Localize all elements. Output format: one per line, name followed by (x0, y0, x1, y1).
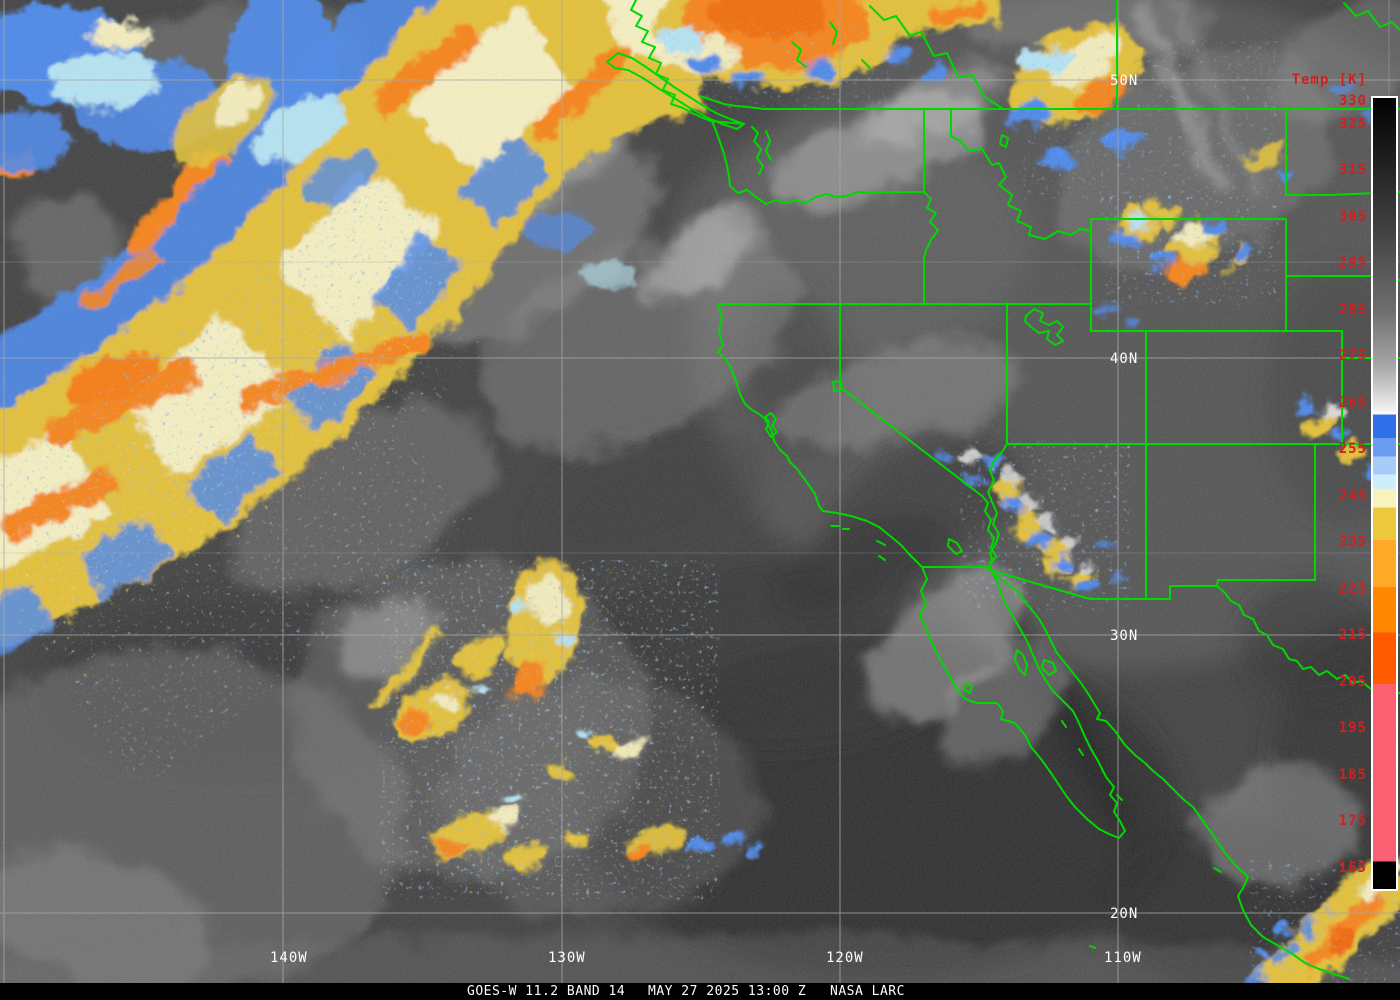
lon-label-120w: 120W (826, 950, 864, 966)
colorbar-tick: 295 (1338, 255, 1367, 271)
colorbar-tick: 185 (1338, 767, 1367, 783)
angel-de-la-guarda-island (1014, 649, 1028, 676)
channel-islands (830, 525, 886, 561)
colorbar-tick: 315 (1338, 162, 1367, 178)
tiburon-island (1041, 659, 1057, 676)
colorbar-title: Temp [K] (1291, 72, 1367, 88)
colorbar-tick: 195 (1338, 720, 1367, 736)
colorbar-tick: 285 (1338, 302, 1367, 318)
colorbar-tick: 165 (1338, 860, 1367, 876)
lat-label-20n: 20N (1110, 906, 1138, 922)
temperature-colorbar (1371, 96, 1398, 891)
bc-coastline (630, 0, 765, 123)
caption-product: GOES-W 11.2 BAND 14 (467, 984, 626, 999)
colorbar-tick: 325 (1338, 116, 1367, 132)
great-salt-lake (1024, 308, 1064, 346)
idaho-montana-border (950, 108, 1092, 240)
caption-credit: NASA LARC (830, 984, 905, 999)
colorbar-tick: 235 (1338, 534, 1367, 550)
colorbar-tick: 265 (1338, 395, 1367, 411)
graticule-labels: 50N 40N 30N 20N 140W 130W 120W 110W (270, 73, 1142, 966)
lake-tahoe (832, 380, 843, 392)
caption-datetime: MAY 27 2025 13:00 Z (648, 984, 807, 999)
islas-marias (1213, 867, 1222, 873)
baja-california-peninsula (919, 566, 1126, 839)
colorbar-tick: 245 (1338, 488, 1367, 504)
washington-coast (711, 120, 731, 187)
mexico-mainland-coast (991, 572, 1350, 980)
saskatchewan-river (1343, 2, 1400, 31)
puget-sound (711, 120, 772, 175)
washington-oregon-border (729, 185, 925, 205)
wyoming-borders (1090, 218, 1343, 332)
socorro-island (1089, 945, 1096, 949)
colorado-river-nv-az (987, 443, 1008, 568)
caption-bar: GOES-W 11.2 BAND 14 MAY 27 2025 13:00 Z … (0, 983, 1400, 1000)
colorbar-tick: 215 (1338, 627, 1367, 643)
lat-label-40n: 40N (1110, 351, 1138, 367)
colorbar-tick: 175 (1338, 813, 1367, 829)
lon-label-130w: 130W (548, 950, 586, 966)
lon-label-110w: 110W (1104, 950, 1142, 966)
arizona-mexico-border (985, 568, 1218, 600)
colorado-river-ca-az (981, 495, 997, 568)
lon-label-140w: 140W (270, 950, 308, 966)
rio-grande-border (1216, 585, 1400, 696)
colorbar-tick: 255 (1338, 441, 1367, 457)
cedros-island (963, 682, 973, 694)
california-nevada-border (839, 303, 983, 497)
colorbar-tick: 305 (1338, 209, 1367, 225)
salton-sea (947, 538, 963, 555)
bc-alberta-border (869, 5, 1004, 110)
gulf-islands (1061, 720, 1123, 801)
lat-label-30n: 30N (1110, 628, 1138, 644)
bc-interior-lakes (791, 21, 871, 69)
colorbar-gradient (1373, 98, 1396, 889)
san-francisco-bay (764, 412, 778, 438)
colorbar-tick: 330 (1338, 93, 1367, 109)
california-coast (717, 303, 923, 568)
flathead-lake (999, 134, 1009, 148)
oregon-idaho-border (923, 191, 939, 304)
colorbar-tick: 205 (1338, 674, 1367, 690)
lat-label-50n: 50N (1110, 73, 1138, 89)
new-mexico-texas-border (1216, 443, 1316, 587)
colorbar-tick: 275 (1338, 348, 1367, 364)
colorbar-tick: 225 (1338, 581, 1367, 597)
